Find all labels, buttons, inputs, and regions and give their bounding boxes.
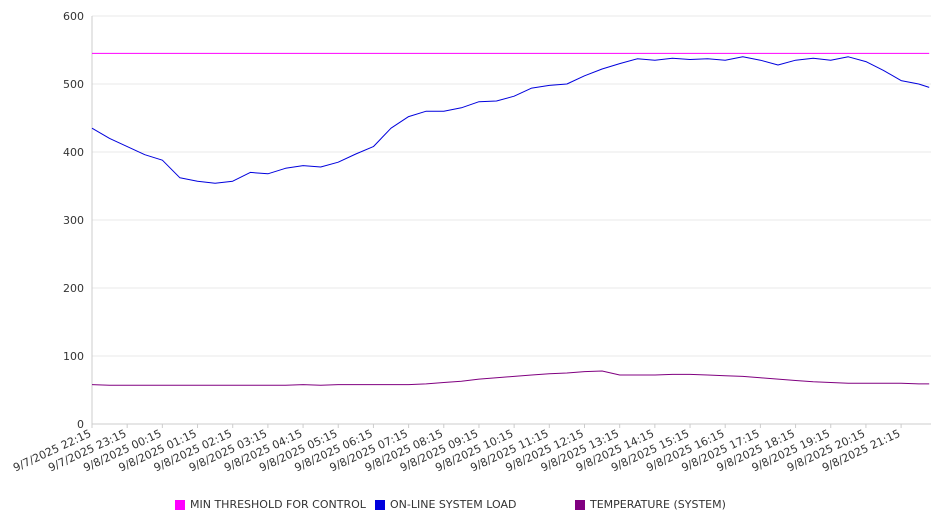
series-line-3 [91,370,930,386]
y-tick-label: 0 [77,418,84,431]
legend-swatch [575,499,585,510]
y-tick-label: 100 [63,350,84,363]
legend-swatch [175,499,185,510]
legend-swatch [375,499,385,510]
y-tick-label: 400 [63,146,84,159]
legend-label: TEMPERATURE (SYSTEM) [590,498,726,511]
legend: MIN THRESHOLD FOR CONTROL ON-LINE SYSTEM … [0,498,946,518]
y-tick-label: 200 [63,282,84,295]
series-line-2 [91,56,930,184]
y-tick-label: 300 [63,214,84,227]
legend-label: MIN THRESHOLD FOR CONTROL [190,498,366,511]
series-lines [91,52,930,386]
legend-item: TEMPERATURE (SYSTEM) [575,498,726,511]
axes [91,16,931,428]
grid-lines [92,15,931,357]
legend-item: MIN THRESHOLD FOR CONTROL [175,498,366,511]
y-tick-label: 600 [63,10,84,23]
legend-item: ON-LINE SYSTEM LOAD [375,498,516,511]
y-tick-label: 500 [63,78,84,91]
legend-label: ON-LINE SYSTEM LOAD [390,498,517,511]
